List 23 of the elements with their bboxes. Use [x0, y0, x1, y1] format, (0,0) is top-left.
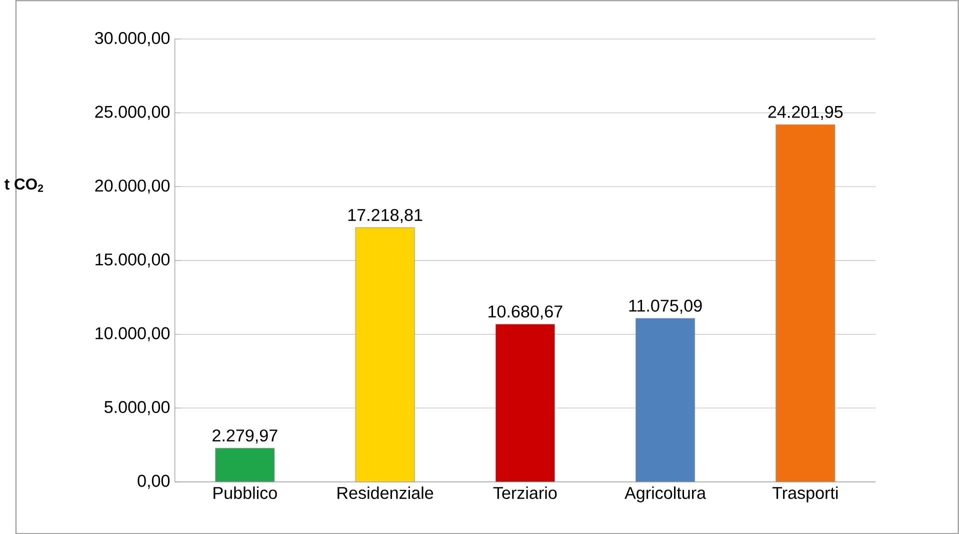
x-tick-label: Pubblico [214, 486, 277, 499]
data-label: 24.201,95 [768, 106, 843, 120]
bar [636, 318, 696, 482]
data-label: 11.075,09 [629, 299, 702, 314]
x-tick-label: Residenziale [338, 486, 434, 499]
y-tick-label: 5.000,00 [104, 400, 170, 415]
x-tick-label: Trasporti [772, 486, 838, 502]
x-tick-label: Agricoltura [624, 486, 706, 502]
y-axis-title: t CO$_{2}$ [4, 178, 44, 192]
y-tick-label: 20.000,00 [95, 179, 170, 194]
y-tick-label: 15.000,00 [96, 253, 170, 268]
bar [355, 227, 415, 482]
data-label: 10.680,67 [488, 305, 562, 320]
y-tick-label: 25.000,00 [95, 106, 170, 120]
y-tick-label: 0,00 [138, 474, 170, 489]
data-label: 2.279,97 [212, 429, 278, 444]
bar [776, 124, 836, 482]
bar [495, 324, 555, 482]
y-tick-label: 30.000,00 [95, 32, 170, 46]
data-label: 17.218,81 [348, 208, 422, 223]
x-tick-label: Terziario [493, 486, 557, 499]
bar [215, 448, 275, 482]
y-tick-label: 10.000,00 [96, 327, 170, 342]
